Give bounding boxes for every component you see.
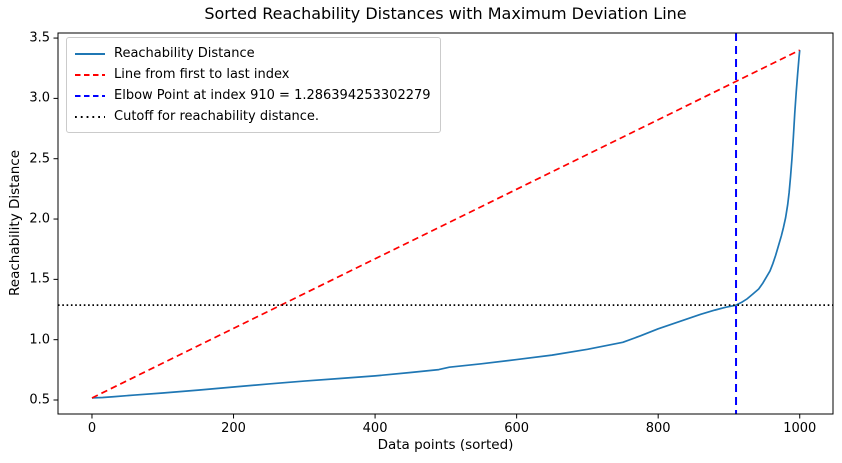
x-axis-label: Data points (sorted) xyxy=(377,437,514,453)
max-deviation-line xyxy=(91,49,801,399)
chart-title: Sorted Reachability Distances with Maxim… xyxy=(204,4,687,23)
y-tick-label: 2.0 xyxy=(29,211,50,227)
y-tick-label: 3.5 xyxy=(29,30,50,46)
dotted-line-sample-icon xyxy=(75,115,105,118)
y-tick-label: 2.5 xyxy=(29,151,50,167)
legend-item-elbow-point: Elbow Point at index 910 = 1.28639425330… xyxy=(75,85,431,106)
legend-item-first-to-last-line: Line from first to last index xyxy=(75,64,431,85)
x-tick-label: 800 xyxy=(645,421,671,436)
solid-line-sample-icon xyxy=(75,52,105,55)
x-tick-label: 1000 xyxy=(783,421,817,436)
legend-label: Line from first to last index xyxy=(114,67,290,82)
reachability-distance-curve xyxy=(91,50,801,399)
y-tick-label: 0.5 xyxy=(29,392,50,408)
legend-label: Reachability Distance xyxy=(114,46,255,61)
dashed-line-sample-icon xyxy=(75,73,105,76)
y-axis-label: Reachability Distance xyxy=(7,149,23,297)
legend-item-reachability-distance: Reachability Distance xyxy=(75,43,431,64)
legend-item-cutoff: Cutoff for reachability distance. xyxy=(75,106,431,127)
x-tick-label: 600 xyxy=(504,421,530,436)
y-tick-label: 1.0 xyxy=(29,332,50,348)
y-tick-label: 3.0 xyxy=(29,90,50,106)
y-tick-label: 1.5 xyxy=(29,271,50,287)
plot-lines-group xyxy=(58,33,833,414)
legend: Reachability Distance Line from first to… xyxy=(66,37,441,133)
axes-frame xyxy=(57,32,834,415)
x-tick-label: 400 xyxy=(362,421,388,436)
x-tick-label: 0 xyxy=(87,421,97,436)
dashed-line-sample-icon xyxy=(75,94,105,97)
legend-label: Elbow Point at index 910 = 1.28639425330… xyxy=(114,88,431,103)
x-tick-label: 200 xyxy=(221,421,246,436)
legend-label: Cutoff for reachability distance. xyxy=(114,109,320,124)
